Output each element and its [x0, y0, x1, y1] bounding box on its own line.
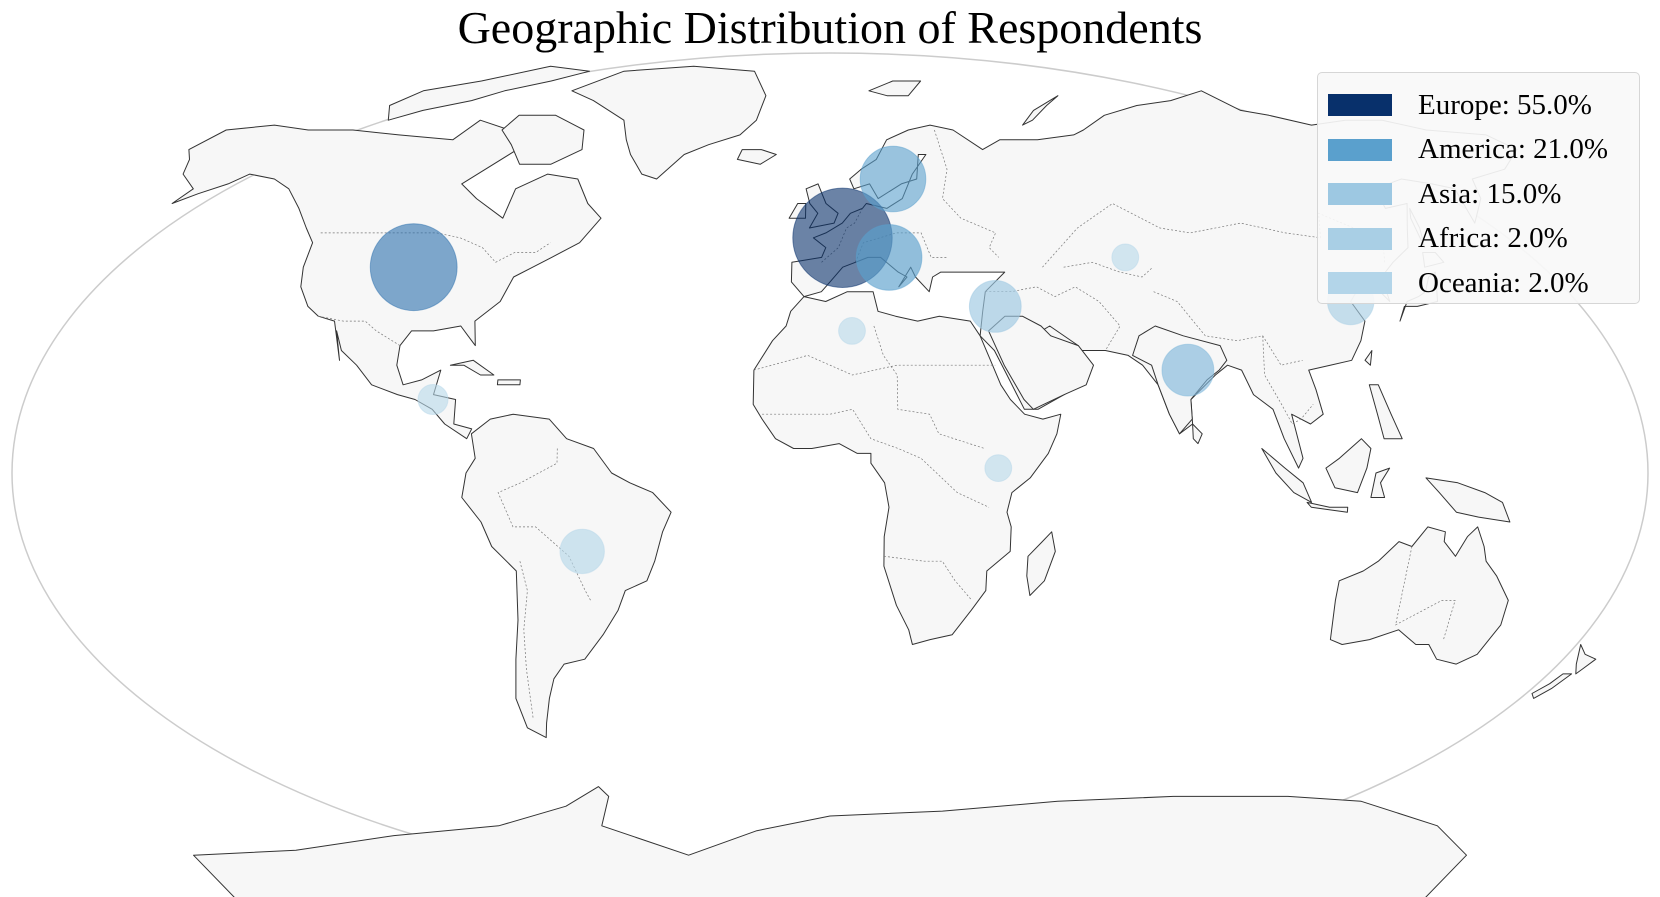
legend-item-asia: Asia: 15.0% — [1318, 172, 1639, 217]
bubble-middle-east — [968, 280, 1022, 333]
land-new-zealand-south — [1531, 673, 1573, 699]
land-sumatra — [1261, 448, 1313, 503]
legend-item-africa: Africa: 2.0% — [1318, 217, 1639, 262]
border-sahara-east — [873, 325, 985, 449]
land-philippines — [1368, 384, 1403, 440]
legend-item-oceania: Oceania: 2.0% — [1318, 261, 1639, 306]
legend-label-asia: Asia: 15.0% — [1418, 177, 1562, 210]
land-australia — [1329, 526, 1509, 665]
legend-label-america: America: 21.0% — [1418, 133, 1609, 166]
land-arctic-islands — [387, 65, 591, 121]
border-africa-central — [762, 408, 990, 508]
land-hispaniola — [496, 379, 521, 386]
land-new-guinea — [1425, 477, 1511, 523]
land-new-zealand-north — [1575, 644, 1597, 675]
land-sri-lanka — [1192, 423, 1203, 445]
land-java — [1306, 501, 1349, 513]
bubble-south-america — [559, 528, 605, 575]
land-iceland — [736, 149, 777, 165]
bubble-india — [1161, 343, 1215, 397]
border-se-asia — [1262, 335, 1314, 425]
country-borders — [318, 129, 1456, 719]
border-russia-asia — [1042, 203, 1385, 268]
border-australia-states — [1395, 546, 1456, 640]
legend-swatch-oceania — [1328, 272, 1392, 295]
border-us-mexico — [318, 315, 401, 346]
land-sulawesi — [1370, 467, 1391, 498]
bubble-north-america — [369, 223, 458, 312]
land-greenland — [571, 65, 767, 180]
land-baffin-island — [501, 114, 585, 165]
land-novaya-zemlya — [1022, 95, 1059, 126]
bubble-layer — [369, 145, 1375, 575]
legend: Europe: 55.0% America: 21.0% Asia: 15.0%… — [1317, 72, 1640, 304]
legend-label-oceania: Oceania: 2.0% — [1418, 266, 1589, 299]
land-cuba — [449, 359, 495, 376]
legend-swatch-america — [1328, 138, 1392, 161]
border-central-asia — [1063, 261, 1154, 278]
land-taiwan — [1364, 350, 1373, 366]
bubble-north-africa — [838, 317, 866, 345]
land-south-america — [461, 413, 672, 739]
bubble-central-europe — [855, 224, 923, 291]
legend-label-africa: Africa: 2.0% — [1418, 222, 1568, 255]
legend-item-america: America: 21.0% — [1318, 128, 1639, 173]
border-brazil — [497, 448, 591, 601]
border-argentina-chile — [519, 561, 534, 719]
legend-swatch-africa — [1328, 227, 1392, 250]
legend-swatch-europe — [1328, 94, 1392, 117]
bubble-central-asia — [1111, 243, 1140, 272]
land-arabia — [988, 315, 1094, 410]
border-russia-europe — [934, 129, 999, 258]
border-china-south — [1153, 291, 1303, 366]
legend-swatch-asia — [1328, 183, 1392, 206]
land-madagascar — [1026, 531, 1056, 596]
map-title: Geographic Distribution of Respondents — [457, 2, 1203, 53]
border-middle-east — [985, 286, 1121, 351]
land-africa — [752, 291, 1062, 645]
bubble-scandinavia — [859, 145, 927, 213]
land-antarctica — [193, 786, 1467, 897]
land-borneo — [1325, 438, 1372, 494]
land-svalbard — [868, 80, 922, 97]
bubble-central-america — [417, 384, 449, 415]
legend-item-europe: Europe: 55.0% — [1318, 83, 1639, 128]
legend-label-europe: Europe: 55.0% — [1418, 88, 1592, 121]
bubble-east-africa — [984, 454, 1013, 483]
